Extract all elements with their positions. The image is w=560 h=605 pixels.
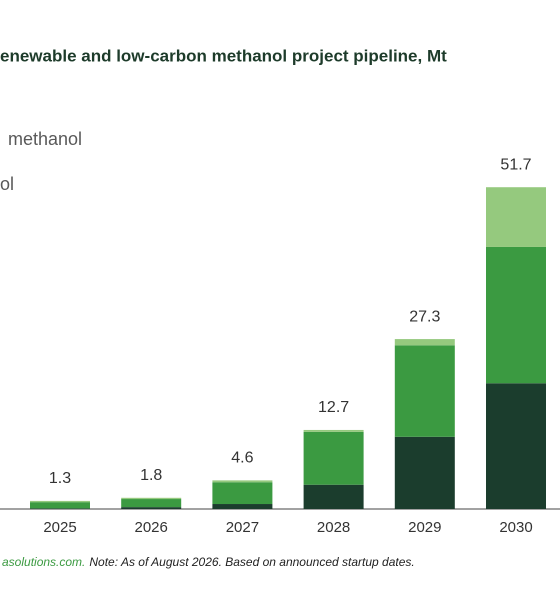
bar-segment: [486, 246, 546, 384]
x-tick-label: 2028: [317, 519, 350, 536]
value-label: 1.3: [49, 470, 71, 487]
bar-segment: [212, 504, 273, 509]
bar-segment: [486, 383, 546, 509]
value-label: 51.7: [500, 156, 531, 173]
bar-segment: [486, 187, 546, 247]
note: Note: As of August 2026. Based on announ…: [89, 555, 414, 569]
x-tick-label: 2025: [43, 519, 76, 536]
bar-segment: [212, 482, 273, 505]
source: asolutions.com.: [2, 555, 85, 569]
bar-segment: [394, 339, 455, 346]
bar-segment: [30, 502, 90, 509]
bar-segment: [121, 507, 182, 509]
bar-segment: [212, 480, 273, 483]
footer: asolutions.com. Note: As of August 2026. …: [2, 555, 415, 569]
bar-segment: [303, 484, 364, 509]
bar-segment: [30, 508, 90, 509]
value-label: 4.6: [231, 450, 253, 467]
x-tick-label: 2029: [408, 519, 441, 536]
legend-label: methanol: [8, 129, 82, 149]
bar-segment: [121, 497, 182, 500]
bar-segment: [303, 429, 364, 432]
bar-segment: [121, 499, 182, 508]
x-tick-label: 2026: [135, 519, 168, 536]
x-tick-label: 2027: [226, 519, 259, 536]
bar-segment: [30, 500, 90, 503]
bar-segment: [303, 431, 364, 485]
x-tick-label: 2030: [499, 519, 532, 536]
bar-segment: [394, 345, 455, 437]
value-label: 1.8: [140, 467, 162, 484]
bar-segment: [394, 436, 455, 509]
chart-title: enewable and low-carbon methanol project…: [0, 46, 447, 65]
legend-label: ol: [0, 174, 14, 194]
value-label: 12.7: [318, 399, 349, 416]
value-label: 27.3: [409, 308, 440, 325]
